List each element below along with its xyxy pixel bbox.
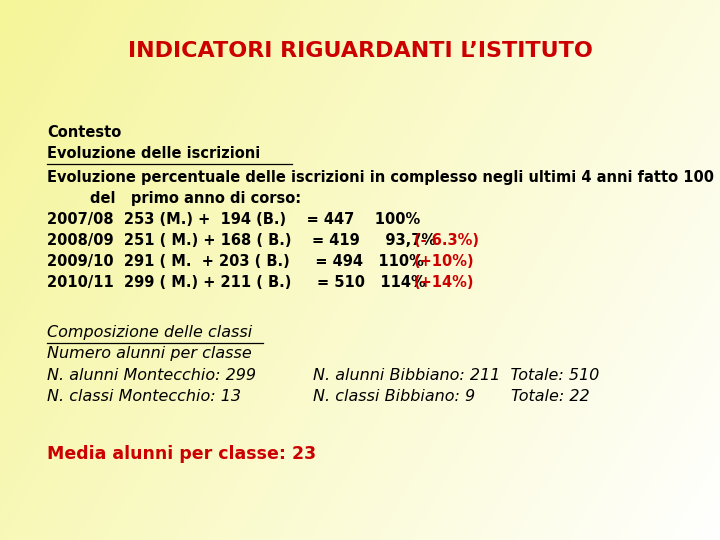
Text: Media alunni per classe: 23: Media alunni per classe: 23: [47, 444, 316, 463]
Text: del   primo anno di corso:: del primo anno di corso:: [90, 191, 301, 206]
Text: (+14%): (+14%): [414, 275, 474, 290]
Text: (+10%): (+10%): [414, 254, 474, 269]
Text: Numero alunni per classe: Numero alunni per classe: [47, 346, 251, 361]
Text: 2008/09  251 ( M.) + 168 ( B.)    = 419     93,7%: 2008/09 251 ( M.) + 168 ( B.) = 419 93,7…: [47, 233, 436, 248]
Text: N. alunni Montecchio: 299: N. alunni Montecchio: 299: [47, 368, 256, 383]
Text: Composizione delle classi: Composizione delle classi: [47, 325, 252, 340]
Text: 2009/10  291 ( M.  + 203 ( B.)     = 494   110%: 2009/10 291 ( M. + 203 ( B.) = 494 110%: [47, 254, 423, 269]
Text: Evoluzione percentuale delle iscrizioni in complesso negli ultimi 4 anni fatto 1: Evoluzione percentuale delle iscrizioni …: [47, 170, 720, 185]
Text: INDICATORI RIGUARDANTI L’ISTITUTO: INDICATORI RIGUARDANTI L’ISTITUTO: [127, 41, 593, 62]
Text: Evoluzione delle iscrizioni: Evoluzione delle iscrizioni: [47, 146, 260, 161]
Text: N. classi Montecchio: 13: N. classi Montecchio: 13: [47, 389, 240, 404]
Text: Contesto: Contesto: [47, 125, 121, 140]
Text: N. alunni Bibbiano: 211  Totale: 510: N. alunni Bibbiano: 211 Totale: 510: [313, 368, 600, 383]
Text: 2007/08  253 (M.) +  194 (B.)    = 447    100%: 2007/08 253 (M.) + 194 (B.) = 447 100%: [47, 212, 420, 227]
Text: 2010/11  299 ( M.) + 211 ( B.)     = 510   114%: 2010/11 299 ( M.) + 211 ( B.) = 510 114%: [47, 275, 426, 290]
Text: (- 6.3%): (- 6.3%): [414, 233, 479, 248]
Text: N. classi Bibbiano: 9       Totale: 22: N. classi Bibbiano: 9 Totale: 22: [313, 389, 590, 404]
